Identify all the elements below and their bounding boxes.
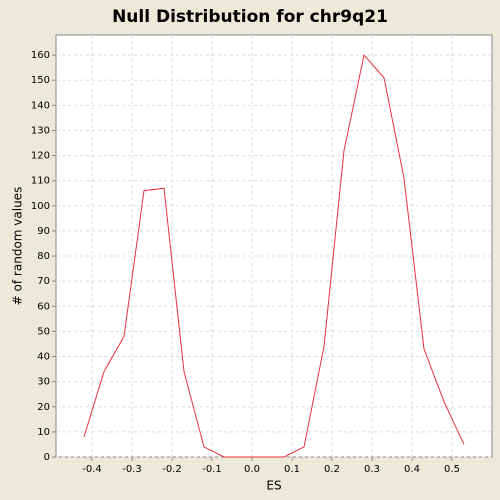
x-tick-label: 0.3: [364, 464, 380, 475]
y-tick-label: 0: [44, 452, 50, 463]
x-tick-label: 0.0: [244, 464, 260, 475]
x-tick-label: 0.4: [404, 464, 420, 475]
x-tick-label: 0.1: [284, 464, 300, 475]
y-tick-label: 60: [37, 301, 50, 312]
y-tick-label: 110: [31, 176, 50, 187]
x-tick-label: -0.1: [202, 464, 222, 475]
plot-area: [55, 34, 493, 458]
data-line: [83, 54, 465, 458]
y-tick-label: 90: [37, 226, 50, 237]
chart-title: Null Distribution for chr9q21: [112, 7, 388, 27]
y-tick-label: 80: [37, 251, 50, 262]
y-tick-label: 150: [31, 75, 50, 86]
y-tick-label: 10: [37, 427, 50, 438]
x-tick-label: 0.2: [324, 464, 340, 475]
y-tick-label: 100: [31, 201, 50, 212]
x-tick-label: -0.2: [162, 464, 182, 475]
x-tick-label: -0.3: [122, 464, 142, 475]
y-tick-label: 40: [37, 352, 50, 363]
x-axis-label: ES: [266, 479, 281, 493]
y-tick-label: 20: [37, 402, 50, 413]
y-axis-label: # of random values: [11, 187, 25, 306]
y-tick-label: 50: [37, 326, 50, 337]
y-tick-label: 160: [31, 50, 50, 61]
x-tick-label: 0.5: [444, 464, 460, 475]
y-tick-label: 120: [31, 151, 50, 162]
y-tick-label: 130: [31, 125, 50, 136]
x-tick-label: -0.4: [82, 464, 102, 475]
y-tick-label: 30: [37, 377, 50, 388]
y-tick-label: 140: [31, 100, 50, 111]
y-tick-label: 70: [37, 276, 50, 287]
